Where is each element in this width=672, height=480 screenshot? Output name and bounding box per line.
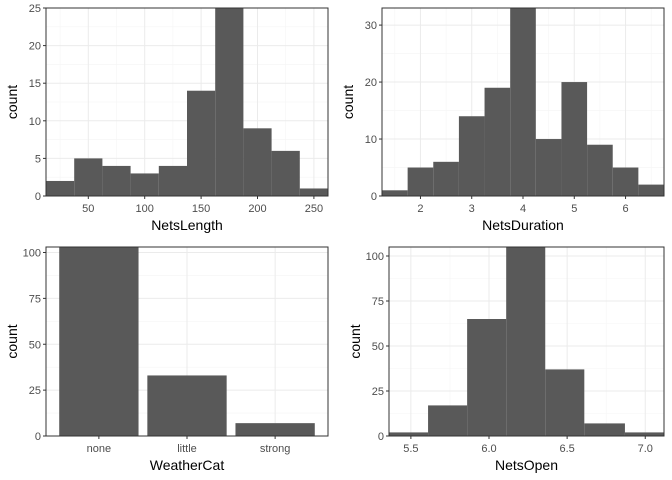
y-tick-label: 75 [372,296,384,308]
y-axis-title: count [340,85,356,119]
histogram-bar-1 [382,190,408,196]
histogram-bar-7 [215,8,244,196]
bar-strong [235,423,315,436]
panel-border [388,246,665,437]
x-tick-label: 7.0 [638,443,653,455]
y-tick-label: 15 [29,78,41,90]
y-tick-label: 0 [371,191,377,203]
x-tick-label: 2 [417,203,423,215]
bar-little [147,375,227,436]
x-tick-label: 6.5 [559,443,574,455]
histogram-bar-5 [484,87,511,196]
chart-panel-2: 0 10 20 30 2 3 4 5 6 NetsDuration count [340,7,665,233]
bar-none [59,247,139,436]
histogram-bar-2 [428,405,468,436]
histogram-bar-6 [510,8,536,196]
histogram-bar-4 [506,247,546,436]
y-tick-label: 50 [29,339,41,351]
histogram-bar-6 [187,90,216,196]
histogram-bar-10 [299,188,328,196]
y-tick-label: 0 [378,431,384,443]
histogram-bar-1 [389,432,429,436]
histogram-bar-7 [624,432,664,436]
x-tick-label: little [177,443,197,455]
histogram-bar-3 [102,165,131,196]
y-tick-label: 20 [29,41,41,53]
y-axis-title: count [4,324,20,358]
x-tick-label: none [87,443,111,455]
chart-panel-4: 0 25 50 75 100 5.5 6.0 6.5 7.0 NetsOpen count [347,246,665,473]
histogram-bar-1 [46,180,75,196]
histogram-bar-8 [243,128,272,196]
y-tick-label: 10 [29,116,41,128]
histogram-bar-10 [612,167,639,196]
histogram-bar-11 [638,184,664,196]
histogram-bar-5 [545,369,585,436]
y-tick-label: 25 [29,385,41,397]
x-tick-label: 4 [520,203,526,215]
histogram-bar-4 [458,116,485,196]
x-tick-label: 100 [136,203,154,215]
y-axis-title: count [4,85,20,119]
x-tick-label: 50 [82,203,94,215]
histogram-bar-7 [535,139,562,196]
histogram-bar-3 [467,319,507,436]
x-tick-label: 6 [622,203,628,215]
x-axis-title: NetsDuration [482,217,564,233]
y-tick-label: 0 [35,431,41,443]
y-tick-label: 100 [366,251,384,263]
y-tick-label: 25 [372,386,384,398]
x-tick-label: strong [260,443,291,455]
histogram-bar-9 [271,150,300,196]
chart-panel-3: 0 25 50 75 100 none little strong WeatherCat coun… [4,246,329,473]
x-axis-title: NetsOpen [495,457,558,473]
histogram-bar-5 [158,165,187,196]
x-axis-title: WeatherCat [150,457,225,473]
x-tick-label: 3 [469,203,475,215]
y-tick-label: 25 [29,3,41,15]
y-tick-label: 10 [365,134,377,146]
y-tick-label: 0 [35,191,41,203]
panel-border [45,7,329,197]
y-tick-label: 50 [372,341,384,353]
x-tick-label: 5 [571,203,577,215]
y-tick-label: 20 [365,77,377,89]
histogram-bar-4 [130,173,159,196]
histogram-bar-8 [561,82,588,196]
y-tick-label: 5 [35,153,41,165]
x-tick-label: 250 [305,203,323,215]
y-tick-label: 75 [29,293,41,305]
y-tick-label: 100 [23,248,41,260]
histogram-bar-2 [407,167,434,196]
x-tick-label: 6.0 [481,443,496,455]
y-axis-title: count [347,324,363,358]
x-tick-label: 5.5 [403,443,418,455]
y-tick-label: 30 [365,20,377,32]
histogram-bar-9 [587,144,613,196]
histogram-bar-6 [584,423,625,436]
histogram-bar-3 [433,161,459,196]
x-axis-title: NetsLength [151,217,223,233]
histogram-bar-2 [74,158,103,196]
x-tick-label: 150 [192,203,210,215]
x-tick-label: 200 [248,203,266,215]
chart-panel-1: 0 5 10 15 20 25 50 100 150 200 250 NetsLength count [4,3,329,233]
